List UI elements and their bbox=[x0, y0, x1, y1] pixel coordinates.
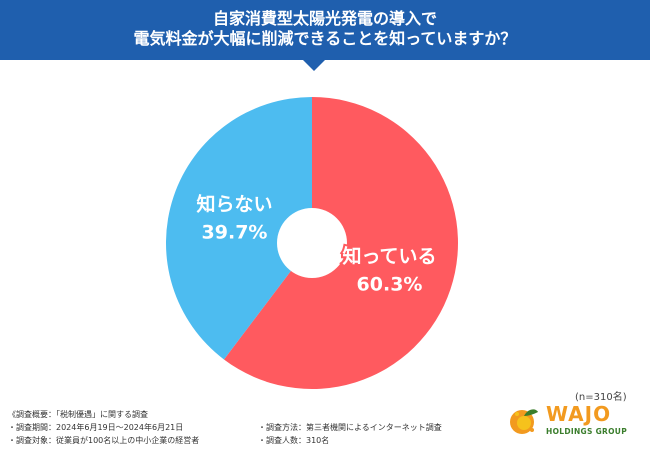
chart-title-line-1: 自家消費型太陽光発電の導入で bbox=[212, 9, 437, 28]
survey-note-line: ・調査対象：従業員が100名以上の中小企業の経営者 bbox=[8, 436, 200, 445]
chart-title-line-2: 電気料金が大幅に削減できることを知っていますか？ bbox=[133, 29, 517, 48]
survey-note-line: ・調査方法：第三者機関によるインターネット調査 bbox=[258, 423, 442, 432]
slice-value-0: 60.3% bbox=[357, 274, 423, 296]
chart-title-banner: 自家消費型太陽光発電の導入で 電気料金が大幅に削減できることを知っていますか？ bbox=[0, 0, 650, 60]
company-logo: WAJO HOLDINGS GROUP bbox=[508, 402, 640, 442]
banner-pointer bbox=[302, 59, 326, 71]
slice-label-1: 知らない bbox=[196, 193, 272, 216]
survey-note-line: ・調査期間：2024年6月19日〜2024年6月21日 bbox=[8, 423, 184, 432]
donut-hole bbox=[277, 208, 347, 278]
survey-notes-left: 《調査概要：「税制優遇」に関する調査 ・調査期間：2024年6月19日〜2024… bbox=[8, 408, 199, 447]
pie-slice-1 bbox=[165, 96, 312, 360]
survey-note-line: ・調査人数：310名 bbox=[258, 436, 330, 445]
logo-wordmark: WAJO bbox=[546, 402, 612, 426]
survey-notes-right: ・調査方法：第三者機関によるインターネット調査 ・調査人数：310名 bbox=[258, 421, 442, 447]
logo-mark-icon bbox=[510, 409, 538, 434]
slice-label-0: 知っている bbox=[342, 245, 436, 268]
survey-note-line: 《調査概要：「税制優遇」に関する調査 bbox=[8, 410, 148, 419]
slice-value-1: 39.7% bbox=[202, 222, 268, 244]
logo-subtitle: HOLDINGS GROUP bbox=[546, 427, 627, 436]
sample-size-note: (n=310名) bbox=[575, 392, 627, 403]
